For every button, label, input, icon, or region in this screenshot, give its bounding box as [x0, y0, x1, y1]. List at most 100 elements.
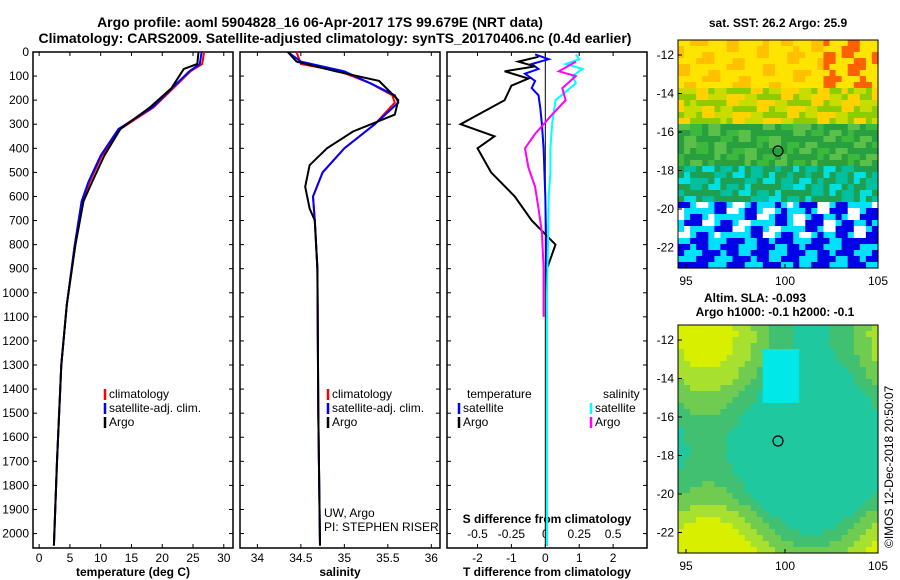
map-sst: 95 100 105 -12 -14 -16 -18 -20 -22 sat. SST: 26.2…: [657, 16, 889, 288]
y-tick-label: 1300: [2, 358, 29, 372]
x-axis-label: temperature (deg C): [76, 565, 190, 579]
y-tick-label: 400: [9, 141, 29, 155]
legend-label: Argo: [109, 415, 135, 429]
x-tick-label: 5: [67, 551, 74, 565]
legend-label: satellite-adj. clim.: [332, 401, 424, 415]
map-title: sat. SST: 26.2 Argo: 25.9: [709, 16, 848, 30]
annotation: UW, Argo: [324, 506, 375, 520]
series-line-argo: [52, 51, 200, 546]
map-y-tick-label: -16: [657, 410, 675, 424]
panel-salinity: 34 34.5 35 35.5 36 salinity climatologysatelli…: [239, 51, 441, 579]
legend-label: Argo: [332, 415, 358, 429]
y-tick-label: 300: [9, 117, 29, 131]
map-y-tick-label: -14: [657, 372, 675, 386]
map-frame: [677, 324, 879, 554]
legend-title-temperature: temperature: [467, 387, 532, 401]
y-tick-label: 1400: [2, 382, 29, 396]
x-tick-label: 0: [542, 551, 549, 565]
series-line-argo: [287, 51, 400, 546]
y-tick-label: 700: [9, 214, 29, 228]
plot-frame-temperature: [32, 51, 234, 549]
legend-label: satellite: [595, 401, 636, 415]
legend-label: satellite-adj. clim.: [109, 401, 201, 415]
y-tick-label: 1600: [2, 430, 29, 444]
profile-location-marker: [772, 145, 784, 157]
x-tick-label: 35: [338, 551, 352, 565]
profile-location-marker: [772, 435, 784, 447]
salinity-tick-label: -0.5: [467, 527, 488, 541]
y-tick-label: 800: [9, 238, 29, 252]
x-tick-label: 10: [94, 551, 108, 565]
x-tick-label: 36: [425, 551, 439, 565]
series-line-salinity-argo: [523, 60, 578, 317]
profile-panels: 0100200300400500600700800900100011001200…: [2, 45, 648, 579]
y-tick-label: 100: [9, 69, 29, 83]
map-y-tick-label: -20: [657, 487, 675, 501]
map-y-tick-label: -12: [657, 333, 675, 347]
map-y-tick-label: -20: [657, 202, 675, 216]
map-y-tick-label: -12: [657, 48, 675, 62]
y-tick-label: 500: [9, 165, 29, 179]
x-tick-label: -1: [506, 551, 517, 565]
y-tick-label: 1000: [2, 286, 29, 300]
x-tick-label: -2: [472, 551, 483, 565]
map-panels: 95 100 105 -12 -14 -16 -18 -20 -22 sat. SST: 26.2…: [657, 16, 889, 573]
map-y-tick-label: -22: [657, 526, 675, 540]
map-x-tick-label: 95: [679, 559, 693, 573]
x-tick-label: 30: [217, 551, 231, 565]
y-tick-label: 2000: [2, 527, 29, 541]
legend-label: climatology: [109, 387, 169, 401]
map-x-tick-label: 105: [868, 559, 888, 573]
y-tick-label: 900: [9, 262, 29, 276]
salinity-tick-label: 0.5: [605, 527, 622, 541]
map-x-tick-label: 100: [775, 274, 795, 288]
map-sla: 95 100 105 -12 -14 -16 -18 -20 -22 Altim. SLA: -0…: [657, 291, 889, 573]
plot-frame-salinity: [239, 51, 441, 549]
panel-temperature: 0100200300400500600700800900100011001200…: [2, 45, 234, 579]
salinity-tick-label: -0.25: [498, 527, 526, 541]
y-tick-label: 1500: [2, 406, 29, 420]
x-tick-label: 34.5: [289, 551, 313, 565]
y-tick-label: 1900: [2, 502, 29, 516]
series-line-salinity-satellite: [546, 53, 585, 546]
x-tick-label: 34: [251, 551, 265, 565]
y-tick-label: 0: [22, 45, 29, 59]
x-tick-label: 15: [125, 551, 139, 565]
map-y-tick-label: -16: [657, 125, 675, 139]
x-tick-label: 0: [36, 551, 43, 565]
title-line1: Argo profile: aoml 5904828_16 06-Apr-201…: [97, 14, 543, 30]
map-y-tick-label: -22: [657, 241, 675, 255]
salinity-tick-label: 0.25: [568, 527, 592, 541]
credit-label: ©IMOS 12-Dec-2018 20:50:07: [882, 385, 896, 548]
map-y-tick-label: -18: [657, 449, 675, 463]
map-x-tick-label: 105: [868, 274, 888, 288]
y-tick-label: 600: [9, 189, 29, 203]
legend-label: Argo: [463, 415, 489, 429]
map-x-tick-label: 100: [775, 559, 795, 573]
y-tick-label: 1700: [2, 454, 29, 468]
legend-title-salinity: salinity: [603, 387, 640, 401]
y-tick-label: 1800: [2, 478, 29, 492]
title-line2: Climatology: CARS2009. Satellite-adjuste…: [39, 30, 632, 46]
x-tick-label: 35.5: [376, 551, 400, 565]
x-tick-label: 25: [186, 551, 200, 565]
map-y-tick-label: -18: [657, 164, 675, 178]
x-axis-label: T difference from climatology: [463, 565, 631, 579]
legend-label: Argo: [595, 415, 621, 429]
x-axis-label: salinity: [319, 565, 361, 579]
y-tick-label: 1100: [3, 310, 29, 324]
x-tick-label: 20: [156, 551, 170, 565]
map-x-tick-label: 95: [679, 274, 693, 288]
y-tick-label: 1200: [2, 334, 29, 348]
map-y-tick-label: -14: [657, 87, 675, 101]
map-title: Altim. SLA: -0.093: [704, 291, 806, 305]
map-frame: [677, 39, 879, 269]
legend-label: climatology: [332, 387, 392, 401]
map-subtitle: Argo h1000: -0.1 h2000: -0.1: [696, 305, 855, 319]
x-tick-label: 2: [610, 551, 617, 565]
salinity-tick-label: 0: [542, 527, 549, 541]
y-tick-label: 200: [9, 93, 29, 107]
x-tick-label: 1: [576, 551, 583, 565]
